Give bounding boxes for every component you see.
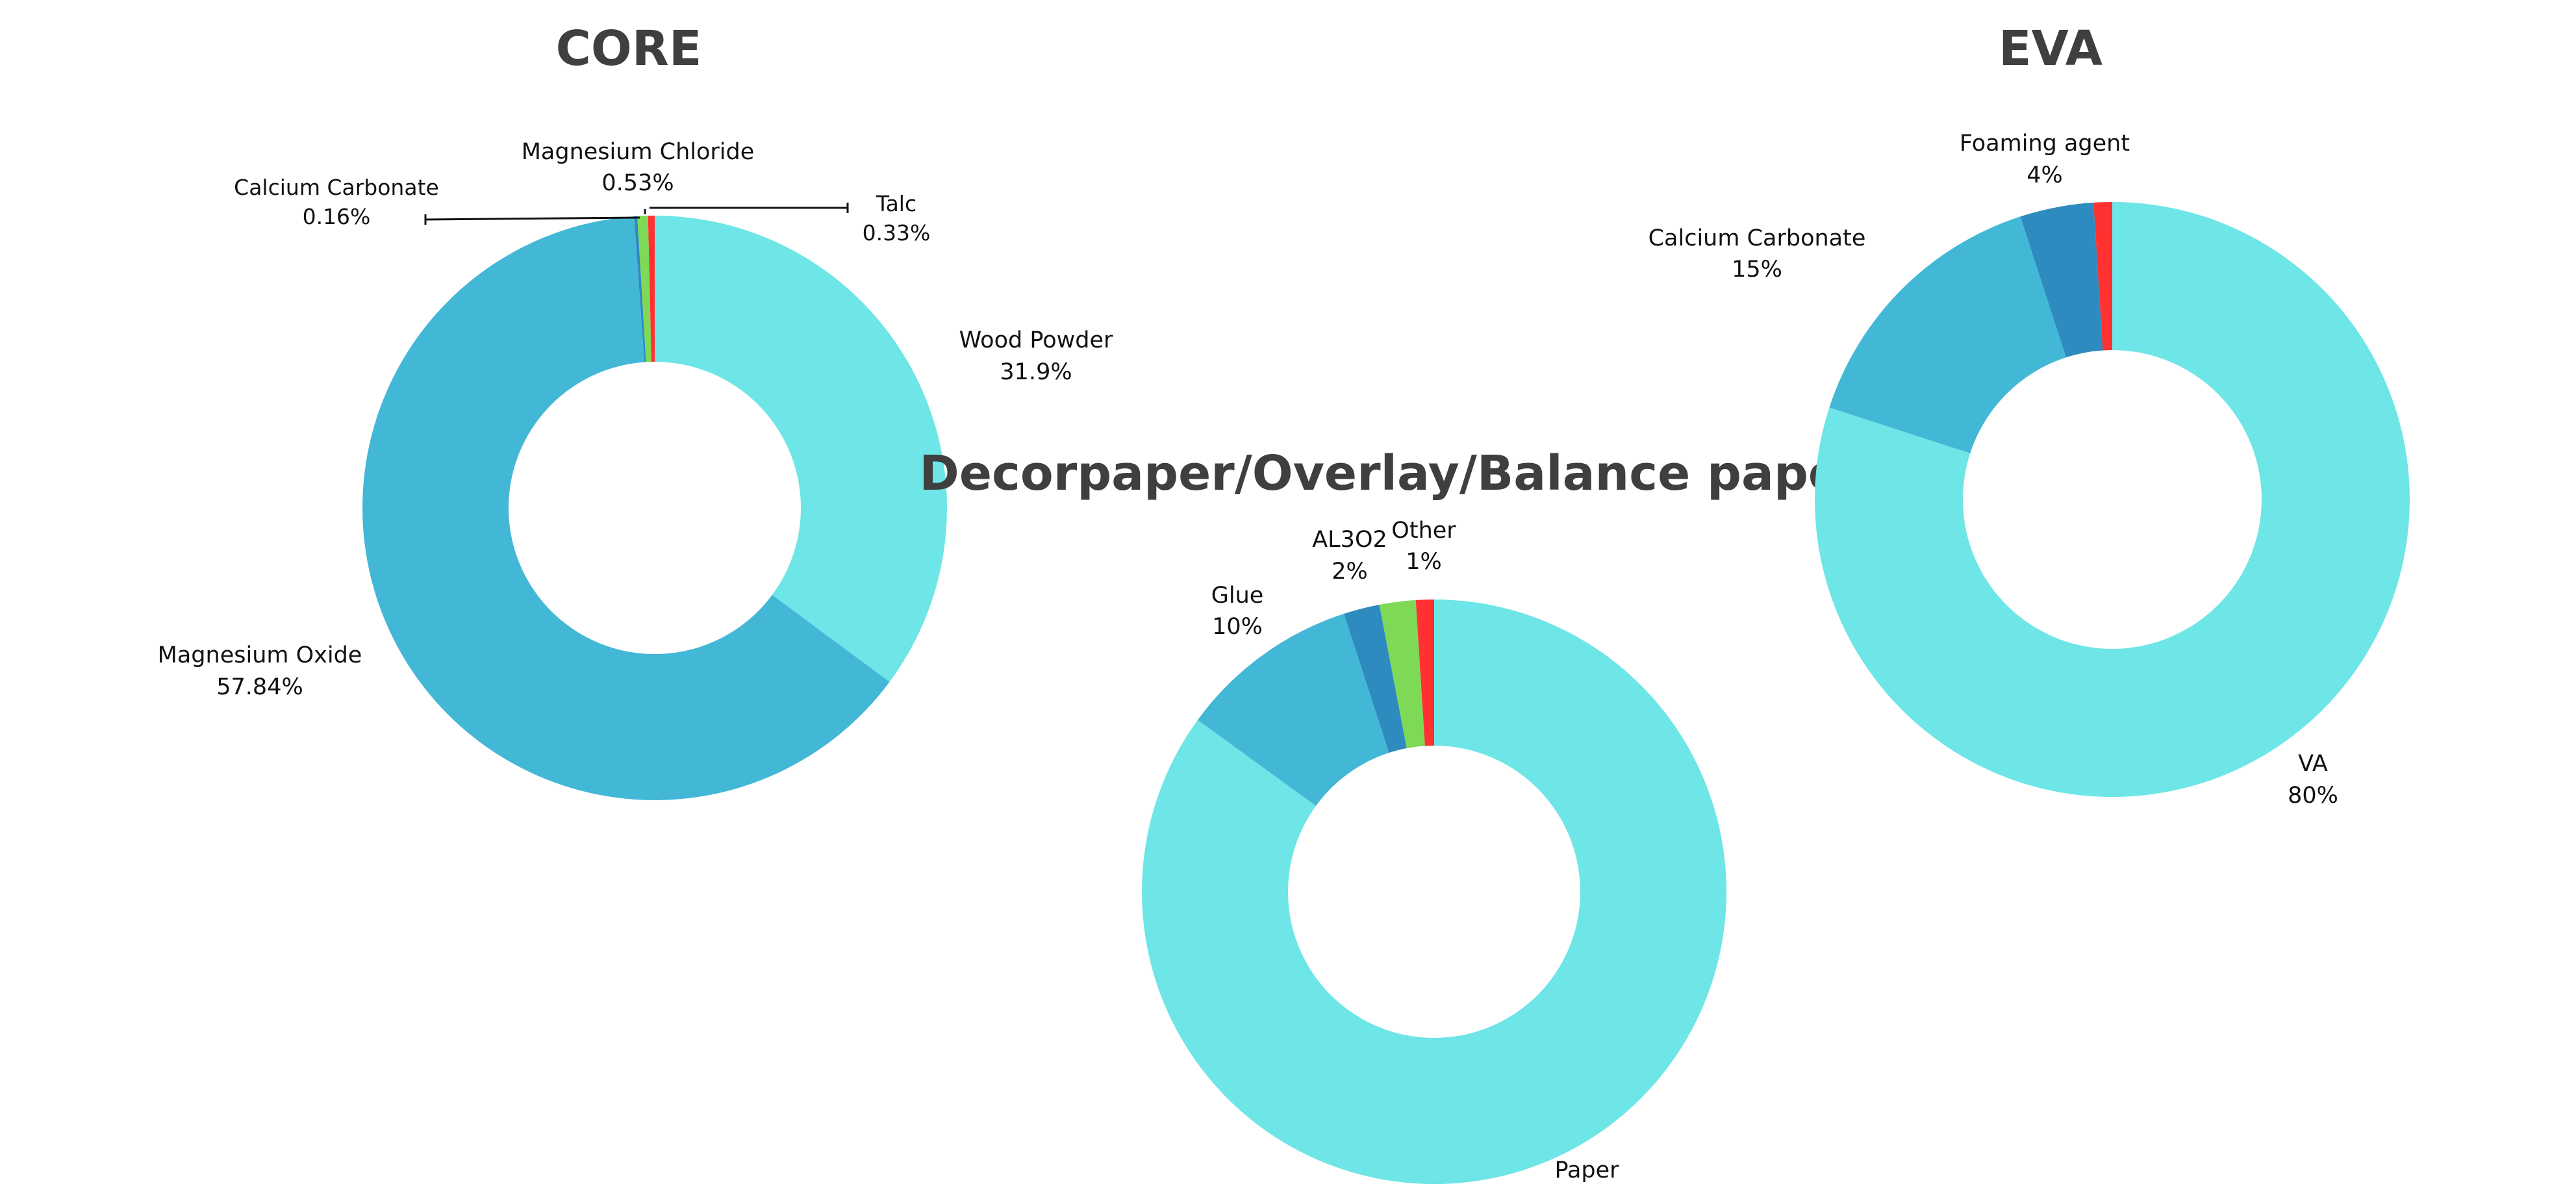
slice-value-al3o2: 2% <box>1332 559 1368 585</box>
slice-value-other: 1% <box>1406 549 1442 575</box>
core-chart-title: CORE <box>556 21 702 77</box>
slice-value-foaming-agent: 4% <box>2027 162 2063 188</box>
donut-slice-magnesium-oxide <box>362 216 890 800</box>
donut-slice-va <box>1814 202 2410 797</box>
donut-slice-calcium-carbonate <box>1829 216 2066 453</box>
slice-label-foaming-agent: Foaming agent <box>1960 131 2130 157</box>
slice-label-calcium-carbonate: Calcium Carbonate <box>234 175 439 200</box>
core-donut-chart: CORE Wood Powder 31.9% Magnesium Oxide 5… <box>158 21 1113 800</box>
slice-value-wood-powder: 31.9% <box>1000 359 1072 385</box>
donut-slice-magnesium-chloride <box>637 216 651 362</box>
slice-label-other: Other <box>1391 518 1456 544</box>
decorpaper-chart-title: Decorpaper/Overlay/Balance paper <box>919 446 1865 501</box>
donut-slice-paper <box>1142 599 1726 1184</box>
donut-slice-unlabeled-3 <box>2093 202 2112 351</box>
slice-label-glue: Glue <box>1211 583 1264 609</box>
eva-chart-title: EVA <box>1999 21 2102 77</box>
slice-label-talc: Talc <box>876 191 916 216</box>
slice-label-calcium-carbonate: Calcium Carbonate <box>1648 225 1866 251</box>
slice-value-calcium-carbonate: 0.16% <box>303 204 371 229</box>
slice-value-calcium-carbonate: 15% <box>1732 257 1782 283</box>
donut-slice-calcium-carbonate <box>634 216 646 362</box>
slice-label-paper: Paper <box>1554 1157 1619 1183</box>
eva-donut-chart: EVA VA 80% Calcium Carbonate 15% Foaming… <box>1648 21 2410 809</box>
slice-value-magnesium-chloride: 0.53% <box>601 170 674 196</box>
slice-value-va: 80% <box>2288 783 2338 809</box>
donut-slice-unlabeled-3 <box>1379 599 1425 748</box>
slice-label-al3o2: AL3O2 <box>1312 527 1387 553</box>
slice-value-magnesium-oxide: 57.84% <box>216 674 303 700</box>
slice-value-glue: 10% <box>1212 614 1263 640</box>
donut-slice-al3o2 <box>1343 604 1407 753</box>
donut-slice-other <box>1415 599 1434 746</box>
slice-label-va: VA <box>2298 751 2328 777</box>
slice-label-magnesium-chloride: Magnesium Chloride <box>522 139 755 165</box>
slice-label-magnesium-oxide: Magnesium Oxide <box>158 642 362 668</box>
donut-slice-glue <box>1197 614 1389 806</box>
slice-label-wood-powder: Wood Powder <box>959 327 1113 353</box>
slice-value-talc: 0.33% <box>863 220 931 246</box>
donut-slice-wood-powder <box>655 216 948 682</box>
donut-slice-foaming-agent <box>2020 202 2103 358</box>
donut-slice-talc <box>648 216 655 362</box>
decorpaper-donut-chart: Decorpaper/Overlay/Balance paper Paper G… <box>919 446 1865 1184</box>
leader-line-calcium-carbonate <box>425 216 640 221</box>
